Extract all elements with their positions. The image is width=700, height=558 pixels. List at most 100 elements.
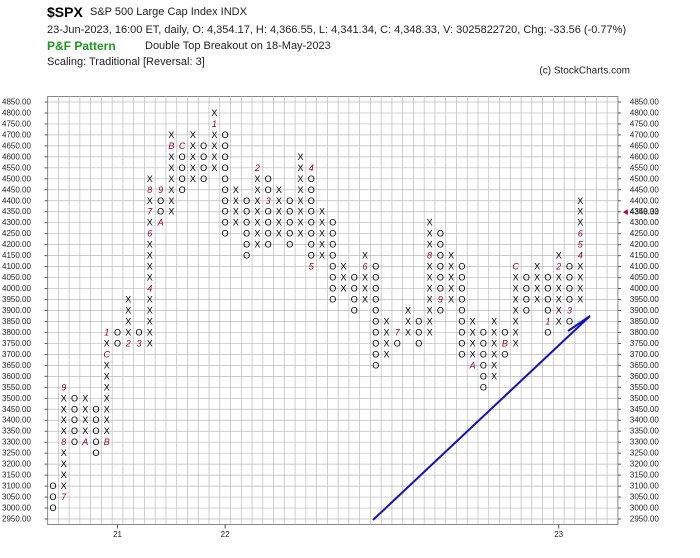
x-box: X xyxy=(190,163,196,173)
x-box: X xyxy=(61,448,67,458)
x-box: X xyxy=(491,371,497,381)
x-box: X xyxy=(340,273,346,283)
y-tick-label: 4250.00 xyxy=(630,229,659,238)
x-box: X xyxy=(534,295,540,305)
pf-column: OBO xyxy=(501,327,508,359)
y-tick-label: 3000.00 xyxy=(630,504,659,513)
pf-column: OOO xyxy=(49,481,56,513)
y-tick-label: 3750.00 xyxy=(630,339,659,348)
y-tick-label: 3550.00 xyxy=(630,383,659,392)
x-box: X xyxy=(297,174,303,184)
o-box: O xyxy=(523,284,530,294)
o-box: O xyxy=(566,316,573,326)
o-box: O xyxy=(480,349,487,359)
x-box: X xyxy=(147,240,153,250)
o-box: O xyxy=(329,262,336,272)
y-tick-label: 3300.00 xyxy=(630,438,659,447)
x-box: X xyxy=(556,295,562,305)
x-box: X xyxy=(577,284,583,294)
o-box: O xyxy=(480,338,487,348)
o-box: O xyxy=(179,174,186,184)
x-box: X xyxy=(61,481,67,491)
o-box: O xyxy=(372,349,379,359)
x-box: X xyxy=(147,174,153,184)
o-box: O xyxy=(265,207,272,217)
x-box: X xyxy=(147,316,153,326)
o-box: O xyxy=(93,448,100,458)
o-box: O xyxy=(351,273,358,283)
o-box: O xyxy=(200,141,207,151)
month-marker: 7 xyxy=(147,207,153,217)
x-box: X xyxy=(82,426,88,436)
y-tick-label: 3600.00 xyxy=(2,372,31,381)
month-marker: B xyxy=(168,141,174,151)
x-box: X xyxy=(384,327,390,337)
x-box: X xyxy=(211,152,217,162)
y-tick-label: 3800.00 xyxy=(630,328,659,337)
y-tick-label: 4150.00 xyxy=(2,251,31,260)
x-box: X xyxy=(254,240,260,250)
x-box: X xyxy=(104,382,110,392)
x-box: X xyxy=(254,207,260,217)
x-box: X xyxy=(125,295,131,305)
o-box: O xyxy=(458,262,465,272)
y-tick-label: 3650.00 xyxy=(630,361,659,370)
y-tick-label: 4400.00 xyxy=(630,196,659,205)
o-box: O xyxy=(415,338,422,348)
x-tick-label: 21 xyxy=(113,530,122,539)
x-box: X xyxy=(147,262,153,272)
x-box: X xyxy=(362,284,368,294)
y-tick-label: 3150.00 xyxy=(2,471,31,480)
y-tick-label: 4650.00 xyxy=(2,141,31,150)
quote-details: 23-Jun-2023, 16:00 ET, daily, O: 4,354.1… xyxy=(47,24,626,36)
o-box: O xyxy=(222,207,229,217)
o-box: O xyxy=(372,316,379,326)
x-box: X xyxy=(297,207,303,217)
x-box: X xyxy=(427,218,433,228)
o-box: O xyxy=(329,229,336,239)
y-tick-label: 4050.00 xyxy=(2,273,31,282)
o-box: O xyxy=(437,240,444,250)
y-tick-label: 4750.00 xyxy=(630,119,659,128)
o-box: O xyxy=(93,437,100,447)
x-tick-label: 23 xyxy=(554,530,563,539)
y-tick-label: 4850.00 xyxy=(630,97,659,106)
x-box: X xyxy=(513,306,519,316)
x-box: X xyxy=(168,163,174,173)
o-box: O xyxy=(157,207,164,217)
o-box: O xyxy=(71,426,78,436)
o-box: O xyxy=(308,207,315,217)
month-marker: 9 xyxy=(158,185,163,195)
x-box: X xyxy=(448,295,454,305)
o-box: O xyxy=(437,229,444,239)
x-box: X xyxy=(384,316,390,326)
x-box: X xyxy=(405,306,411,316)
month-marker: 6 xyxy=(578,229,583,239)
x-box: X xyxy=(513,284,519,294)
x-box: X xyxy=(82,393,88,403)
o-box: O xyxy=(243,240,250,250)
y-tick-label: 3100.00 xyxy=(2,482,31,491)
o-box: O xyxy=(179,185,186,195)
x-box: X xyxy=(384,349,390,359)
scaling: Scaling: Traditional [Reversal: 3] xyxy=(47,56,205,68)
x-box: X xyxy=(211,141,217,151)
o-box: O xyxy=(523,306,530,316)
o-box: O xyxy=(114,338,121,348)
o-box: O xyxy=(71,437,78,447)
o-box: O xyxy=(480,382,487,392)
o-box: O xyxy=(566,295,573,305)
month-marker: 4 xyxy=(147,284,152,294)
y-tick-label: 3550.00 xyxy=(2,383,31,392)
o-box: O xyxy=(458,327,465,337)
